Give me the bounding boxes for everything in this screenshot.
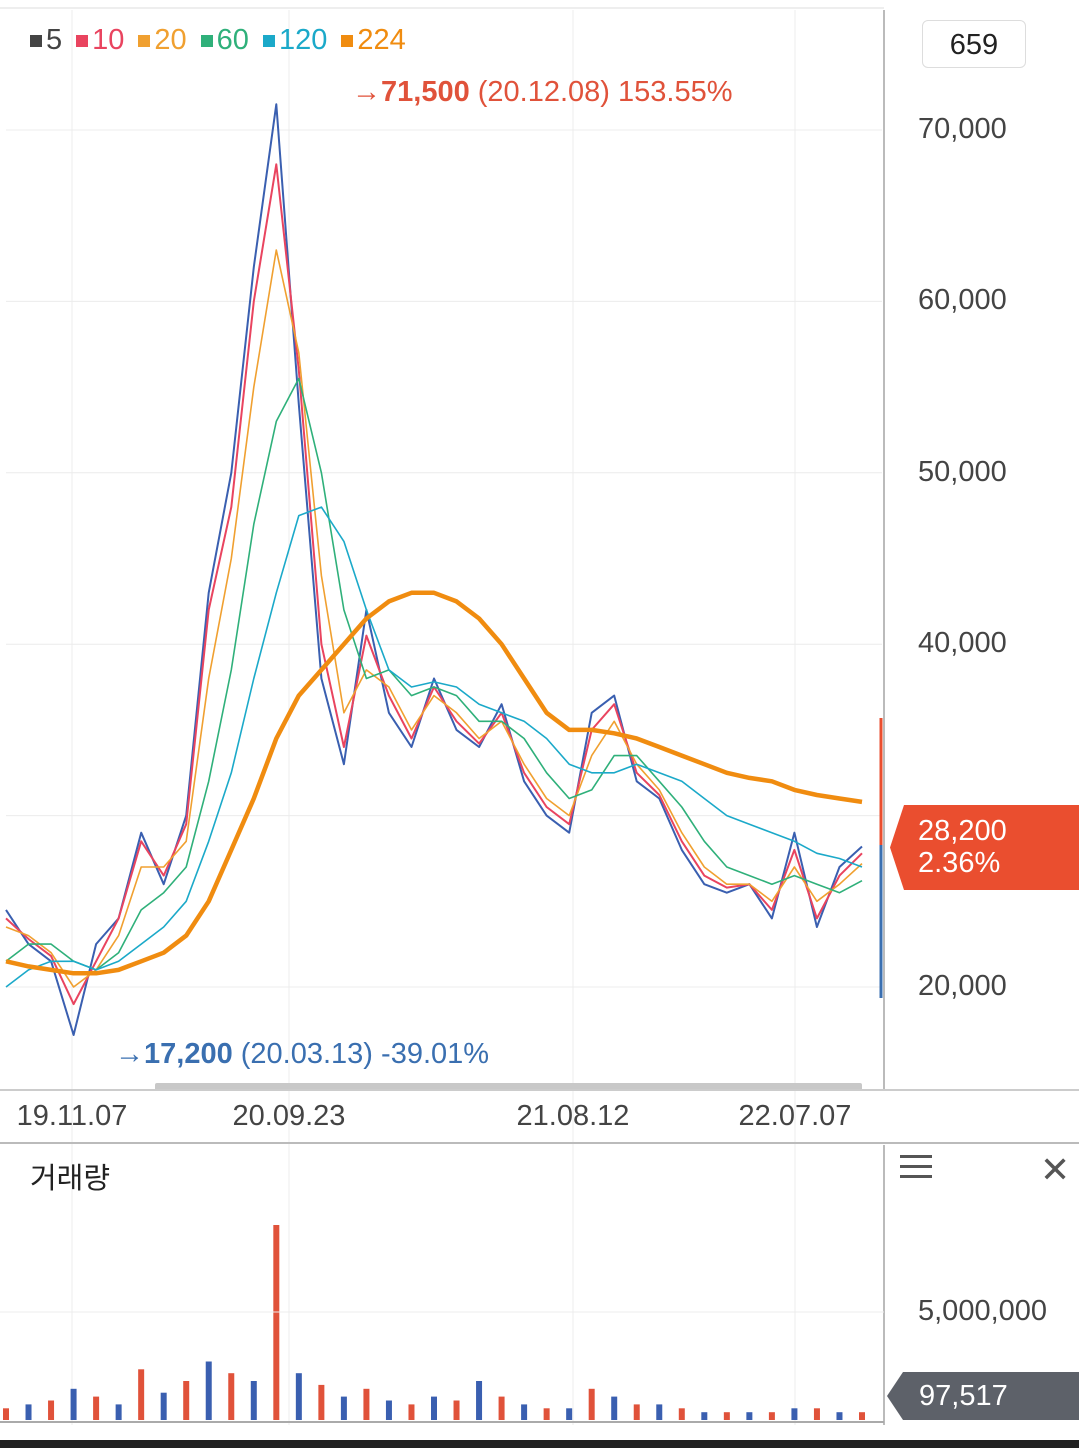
volume-bar [678, 1408, 685, 1420]
current-price-tag: 28,200 2.36% [890, 805, 1079, 890]
low-value: 17,200 [144, 1038, 233, 1070]
x-tick-label: 21.08.12 [516, 1100, 630, 1132]
x-tick-label: 20.09.23 [232, 1100, 346, 1132]
menu-icon[interactable] [900, 1155, 932, 1183]
legend-item-224[interactable]: 224 [341, 24, 406, 57]
legend-label: 5 [46, 24, 63, 56]
legend-swatch [76, 34, 89, 47]
moving-average-lines [5, 103, 863, 1036]
volume-bar [431, 1396, 437, 1420]
low-date: (20.03.13) [240, 1038, 373, 1070]
volume-bar [385, 1400, 392, 1420]
volume-bar [273, 1225, 280, 1420]
volume-bar [160, 1392, 167, 1420]
legend-swatch [138, 34, 151, 47]
volume-bar [476, 1381, 483, 1420]
volume-bar [566, 1408, 573, 1420]
x-tick-label: 19.11.07 [16, 1100, 128, 1132]
volume-bar [250, 1381, 257, 1420]
volume-bar [656, 1404, 663, 1420]
y-tick-label: 50,000 [918, 455, 1007, 488]
high-pct: 153.55% [618, 76, 733, 108]
volume-bar [701, 1412, 708, 1420]
series-line-5 [5, 103, 863, 1036]
y-tick-label: 60,000 [918, 284, 1007, 317]
y-tick-label: 20,000 [918, 970, 1007, 1002]
high-date: (20.12.08) [477, 76, 610, 108]
volume-bar [453, 1400, 460, 1420]
volume-bar [611, 1396, 618, 1420]
volume-bar [363, 1388, 370, 1420]
volume-bar [521, 1404, 528, 1420]
ma-legend: 5 10 20 60 120 224 [30, 24, 406, 57]
legend-swatch [30, 34, 42, 47]
high-arrow: → [352, 76, 381, 108]
low-pct: -39.01% [381, 1038, 490, 1070]
low-annotation: →17,200 (20.03.13) -39.01% [115, 1038, 489, 1071]
legend-label: 10 [92, 24, 125, 56]
high-annotation: →71,500 (20.12.08) 153.55% [352, 76, 733, 109]
y-tick-label: 70,000 [918, 113, 1007, 145]
y-tick-label: 40,000 [918, 627, 1007, 660]
volume-axis-tick: 5,000,000 [918, 1295, 1048, 1327]
volume-bar [318, 1384, 325, 1420]
volume-bar [498, 1396, 505, 1420]
current-change: 2.36% [918, 847, 1001, 879]
legend-swatch [200, 34, 213, 47]
legend-item-5[interactable]: 5 [30, 24, 62, 57]
volume-bar [768, 1412, 775, 1420]
volume-bar [3, 1408, 9, 1420]
close-icon[interactable]: ✕ [1040, 1149, 1071, 1190]
legend-swatch [341, 34, 354, 47]
legend-item-10[interactable]: 10 [76, 24, 124, 57]
series-line-20 [5, 249, 863, 988]
legend-label: 20 [154, 24, 187, 56]
volume-bar [340, 1396, 347, 1420]
volume-bar [295, 1373, 302, 1420]
volume-bar [836, 1412, 843, 1420]
low-arrow: → [115, 1038, 144, 1070]
series-line-60 [5, 377, 863, 971]
high-value: 71,500 [381, 76, 470, 108]
volume-title: 거래량 [30, 1163, 111, 1195]
price-grid [6, 10, 882, 1425]
volume-bar [408, 1404, 415, 1420]
volume-bars [3, 1225, 865, 1420]
volume-bar [723, 1412, 730, 1420]
volume-bar [588, 1388, 595, 1420]
volume-bar [70, 1388, 77, 1420]
volume-bar [633, 1404, 640, 1420]
volume-bar [138, 1369, 145, 1420]
volume-bar [48, 1400, 55, 1420]
bottom-bar [0, 1440, 1079, 1448]
legend-swatch [262, 34, 275, 47]
legend-label: 60 [216, 24, 249, 56]
volume-bar [93, 1396, 100, 1420]
volume-bar [543, 1408, 550, 1420]
volume-bar [205, 1361, 212, 1420]
volume-bar [791, 1408, 798, 1420]
series-line-224 [5, 590, 863, 976]
legend-label: 120 [278, 24, 328, 56]
volume-bar [115, 1404, 122, 1420]
volume-bar [813, 1408, 820, 1420]
count-badge[interactable]: 659 [922, 20, 1026, 68]
series-line-120 [5, 506, 863, 988]
legend-item-20[interactable]: 20 [138, 24, 187, 57]
legend-label: 224 [357, 24, 406, 56]
legend-item-60[interactable]: 60 [200, 24, 249, 57]
current-volume-tag: 97,517 [887, 1372, 1079, 1420]
volume-bar [183, 1381, 190, 1420]
x-tick-label: 22.07.07 [738, 1100, 852, 1132]
legend-item-120[interactable]: 120 [262, 24, 328, 57]
volume-bar [859, 1412, 865, 1420]
current-price: 28,200 [918, 815, 1007, 847]
chart-frame [0, 7, 1079, 1448]
volume-bar [25, 1404, 32, 1420]
series-line-10 [5, 163, 863, 1006]
volume-bar [228, 1373, 235, 1420]
volume-bar [746, 1412, 753, 1420]
